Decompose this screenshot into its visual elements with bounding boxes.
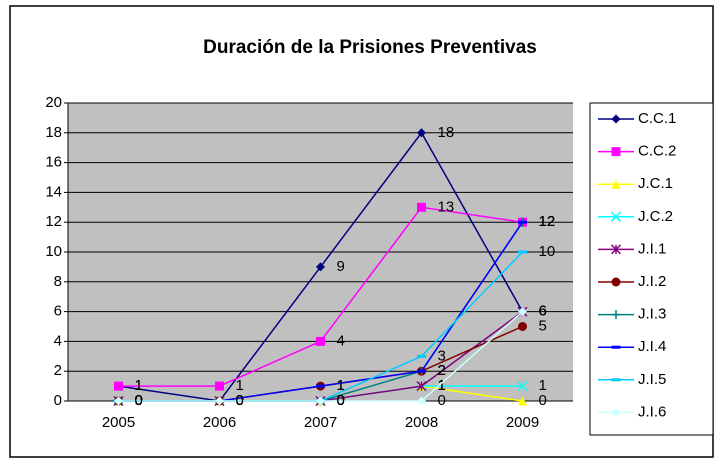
x-tick-label: 2008 <box>405 414 438 431</box>
y-tick-label: 4 <box>54 332 62 349</box>
data-label: 0 <box>337 392 345 409</box>
data-label: 1 <box>438 377 446 394</box>
data-point <box>417 128 426 138</box>
legend-marker <box>611 147 621 157</box>
data-point <box>316 336 325 346</box>
data-label: 2 <box>438 362 446 379</box>
data-point <box>114 381 123 391</box>
data-point <box>518 396 527 406</box>
data-label: 6 <box>539 303 547 320</box>
y-tick-label: 20 <box>45 94 62 111</box>
y-tick-label: 8 <box>54 273 62 290</box>
data-label: 1 <box>539 377 547 394</box>
legend-marker <box>611 378 621 382</box>
y-tick-label: 16 <box>45 154 62 171</box>
data-label: 1 <box>236 377 244 394</box>
data-label: 2 <box>438 362 446 379</box>
data-point <box>215 396 224 406</box>
data-point <box>518 322 527 331</box>
y-tick-label: 14 <box>45 183 62 200</box>
data-label: 18 <box>438 124 455 141</box>
data-point <box>316 384 325 388</box>
data-label: 3 <box>438 347 446 364</box>
data-point <box>417 202 426 212</box>
data-point <box>316 262 325 272</box>
data-point <box>215 381 224 391</box>
y-tick-label: 10 <box>45 243 62 260</box>
data-point <box>417 354 426 358</box>
y-tick-label: 18 <box>45 124 62 141</box>
legend-label: J.I.2 <box>638 273 666 290</box>
data-label: 5 <box>539 317 547 334</box>
data-label: 0 <box>539 392 547 409</box>
data-point <box>417 396 426 406</box>
legend-marker <box>611 407 621 417</box>
data-label: 4 <box>337 332 345 349</box>
legend-marker <box>611 345 621 349</box>
data-label: 6 <box>539 303 547 320</box>
legend-marker <box>610 244 622 255</box>
y-tick-label: 12 <box>45 213 62 230</box>
legend-marker <box>611 179 621 189</box>
data-point <box>114 396 123 406</box>
data-point <box>417 369 426 373</box>
legend-label: J.I.1 <box>638 240 666 257</box>
legend-label: C.C.1 <box>638 110 676 127</box>
data-point <box>517 381 528 392</box>
y-tick-label: 6 <box>54 303 62 320</box>
data-label: 0 <box>438 392 446 409</box>
legend-label: J.C.2 <box>638 208 673 225</box>
x-tick-label: 2006 <box>203 414 236 431</box>
data-label: 13 <box>438 198 455 215</box>
legend-label: J.C.1 <box>638 175 673 192</box>
data-point <box>518 220 527 224</box>
legend-label: J.I.3 <box>638 306 666 323</box>
data-label: 1 <box>337 377 345 394</box>
legend-marker <box>610 211 622 222</box>
data-label: 12 <box>539 213 556 230</box>
data-label: 9 <box>337 258 345 275</box>
legend-marker <box>611 114 621 124</box>
data-point <box>316 396 325 406</box>
data-point <box>416 381 427 392</box>
x-tick-label: 2009 <box>506 414 539 431</box>
y-tick-label: 2 <box>54 362 62 379</box>
data-label: 12 <box>539 213 556 230</box>
data-label: 10 <box>539 243 556 260</box>
data-label: 2 <box>438 362 446 379</box>
data-label: 0 <box>135 392 143 409</box>
data-label: 1 <box>135 377 143 394</box>
data-label: 1 <box>337 377 345 394</box>
y-tick-label: 0 <box>54 392 62 409</box>
data-label: 0 <box>236 392 244 409</box>
legend-label: J.I.5 <box>638 371 666 388</box>
x-tick-label: 2005 <box>102 414 135 431</box>
legend-marker <box>611 310 621 320</box>
data-label: 1 <box>438 377 446 394</box>
legend-label: C.C.2 <box>638 143 676 160</box>
legend-marker <box>611 277 621 287</box>
chart-title: Duración de la Prisiones Preventivas <box>203 37 537 58</box>
legend-label: J.I.4 <box>638 338 666 355</box>
data-point <box>518 307 527 317</box>
legend-label: J.I.6 <box>638 403 666 420</box>
x-tick-label: 2007 <box>304 414 337 431</box>
data-label: 12 <box>539 213 556 230</box>
data-point <box>518 250 527 254</box>
data-label: 6 <box>539 303 547 320</box>
